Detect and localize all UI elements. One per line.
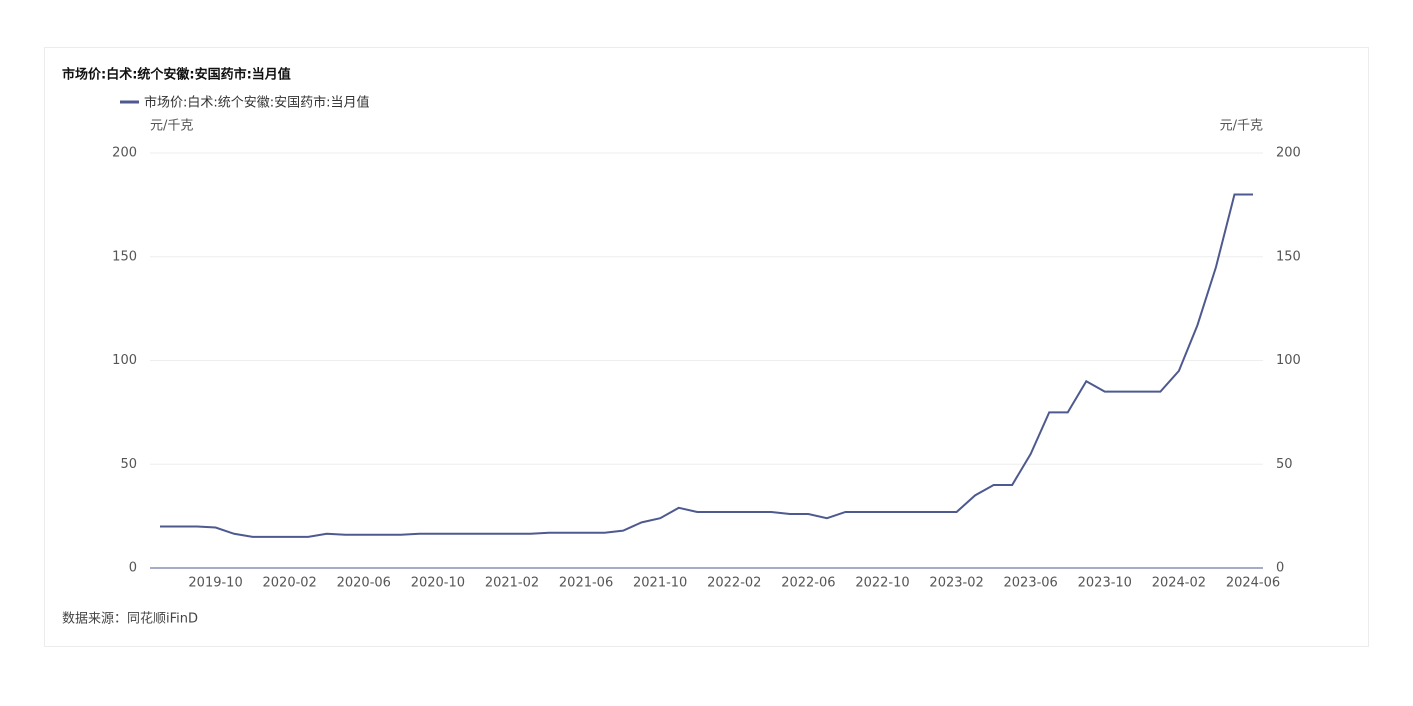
x-tick-label: 2022-02 (707, 576, 761, 591)
x-tick-label: 2022-10 (855, 576, 909, 591)
y2-tick-label: 100 (1276, 353, 1301, 368)
chart-title: 市场价:白术:统个安徽:安国药市:当月值 (62, 67, 291, 83)
series-line (160, 193, 1253, 538)
y2-tick-label: 150 (1276, 249, 1301, 264)
x-tick-label: 2020-06 (337, 576, 391, 591)
x-tick-label: 2024-06 (1226, 576, 1280, 591)
y2-axis-label: 元/千克 (1220, 119, 1263, 134)
y-tick-label: 0 (129, 561, 137, 576)
y2-tick-label: 0 (1276, 561, 1284, 576)
x-tick-label: 2020-02 (263, 576, 317, 591)
x-tick-label: 2024-02 (1152, 576, 1206, 591)
x-tick-label: 2023-06 (1004, 576, 1058, 591)
y2-tick-label: 200 (1276, 146, 1301, 161)
y-tick-label: 200 (112, 146, 137, 161)
x-tick-label: 2021-02 (485, 576, 539, 591)
x-tick-label: 2019-10 (188, 576, 242, 591)
x-tick-label: 2023-02 (929, 576, 983, 591)
source: 数据来源：同花顺iFinD (62, 611, 198, 627)
x-tick-label: 2020-10 (411, 576, 465, 591)
y-tick-label: 50 (120, 457, 137, 472)
x-tick-label: 2022-06 (781, 576, 835, 591)
legend-label[interactable]: 市场价:白术:统个安徽:安国药市:当月值 (144, 95, 370, 111)
frame (44, 47, 1369, 647)
x-tick-label: 2023-10 (1078, 576, 1132, 591)
x-tick-label: 2021-10 (633, 576, 687, 591)
y2-tick-label: 50 (1276, 457, 1293, 472)
y-tick-label: 150 (112, 249, 137, 264)
y-tick-label: 100 (112, 353, 137, 368)
x-tick-label: 2021-06 (559, 576, 613, 591)
y-axis-label: 元/千克 (150, 119, 193, 134)
